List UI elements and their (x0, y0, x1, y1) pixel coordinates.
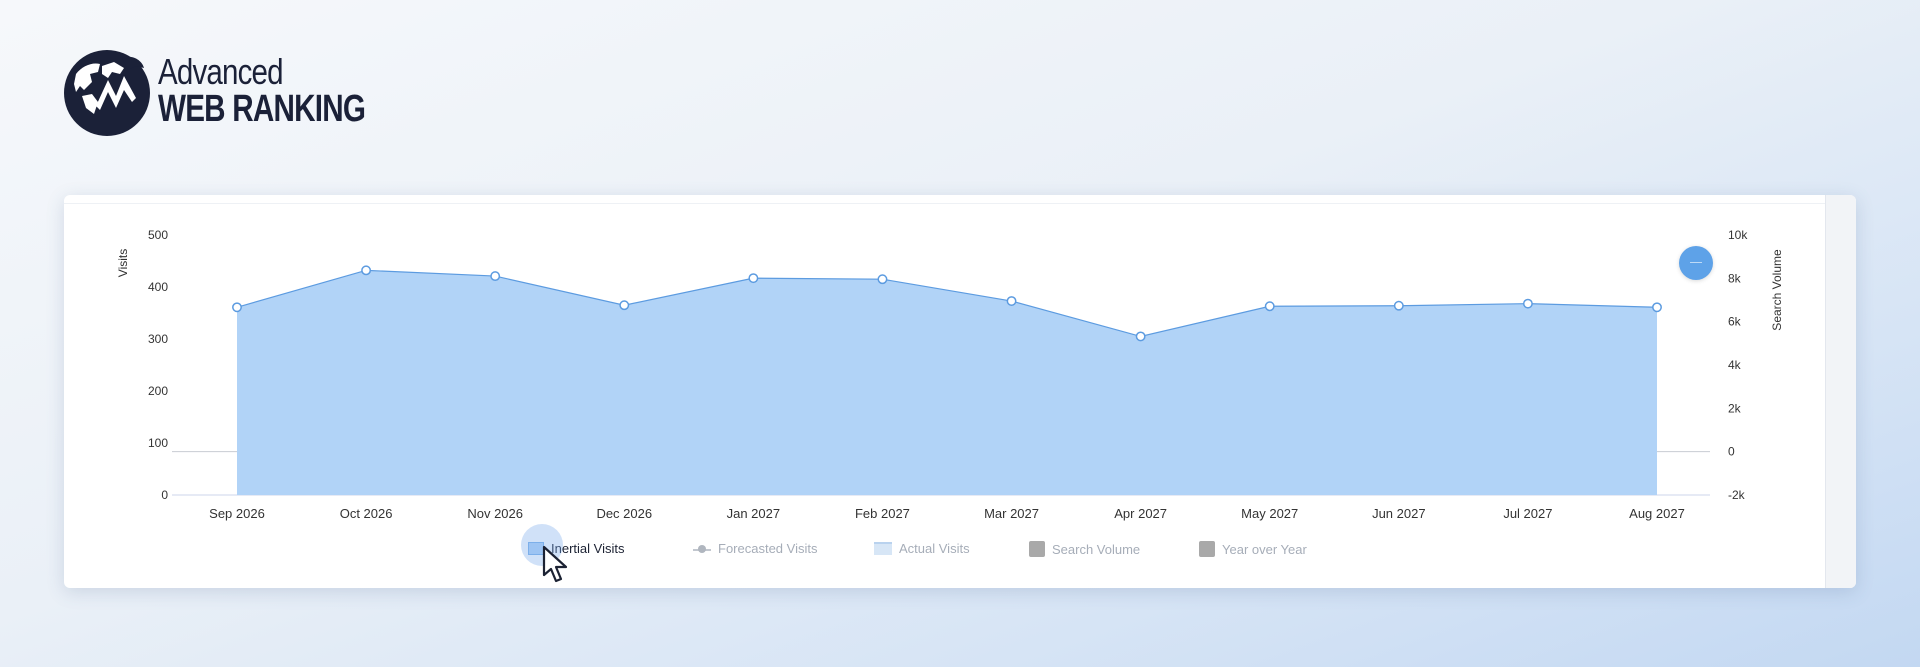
x-tick-label: Nov 2026 (467, 506, 523, 521)
brand-line-2: WEB RANKING (158, 88, 366, 130)
y-tick-label-left: 300 (148, 332, 168, 346)
chart-card: 0 100 200 300 400 500 -2k 0 2k 4k 6k 8k 10k Sep 202… (64, 195, 1856, 588)
x-tick-label: Jul 2027 (1503, 506, 1552, 521)
legend-label: Actual Visits (899, 541, 970, 556)
gray-square-icon (1199, 541, 1215, 557)
card-top-divider (64, 203, 1826, 204)
y-axis-title-right: Search Volume (1770, 249, 1784, 331)
x-tick-label: May 2027 (1241, 506, 1298, 521)
x-tick-label: Oct 2026 (340, 506, 393, 521)
data-point (1652, 302, 1662, 313)
brand-line-1: Advanced (158, 51, 284, 92)
area-light-swatch-icon (874, 542, 892, 555)
left-axis: 0 100 200 300 400 500 (148, 228, 168, 502)
data-point (232, 302, 242, 313)
legend-label: Search Volume (1052, 541, 1141, 557)
data-point (490, 271, 501, 282)
data-point (1135, 331, 1146, 342)
chart-legend: Inertial Visits Forecasted Visits Actual… (64, 541, 1856, 565)
data-point (748, 273, 759, 284)
legend-item-search-volume[interactable]: Search Volume (1029, 541, 1140, 557)
x-tick-label: Aug 2027 (1629, 506, 1685, 521)
x-tick-label: Sep 2026 (209, 506, 265, 521)
x-tick-label: Jun 2027 (1372, 506, 1426, 521)
x-axis: Sep 2026 Oct 2026 Nov 2026 Dec 2026 Jan 2027… (209, 506, 1685, 521)
data-point (1006, 296, 1017, 306)
data-point (361, 265, 372, 276)
data-point (1264, 301, 1275, 312)
y-tick-label-right: 6k (1728, 315, 1742, 329)
y-tick-label-left: 500 (148, 228, 168, 242)
gray-square-icon (1029, 541, 1045, 557)
x-tick-label: Mar 2027 (984, 506, 1039, 521)
x-tick-label: Dec 2026 (596, 506, 652, 521)
y-tick-label-right: 4k (1728, 358, 1742, 372)
legend-label: Forecasted Visits (718, 541, 818, 556)
y-tick-label-left: 0 (161, 488, 168, 502)
brand-logo: Advanced WEB RANKING (62, 46, 424, 136)
globe-icon (64, 50, 150, 136)
y-tick-label-left: 100 (148, 436, 168, 450)
y-tick-label-left: 400 (148, 280, 168, 294)
line-marker-icon (693, 543, 711, 555)
mouse-cursor-icon (542, 545, 568, 583)
legend-item-inertial-visits[interactable]: Inertial Visits (528, 541, 624, 556)
legend-item-actual-visits[interactable]: Actual Visits (874, 541, 970, 556)
brand-wordmark: Advanced WEB RANKING (158, 51, 424, 130)
y-tick-label-right: 0 (1728, 445, 1735, 459)
legend-item-year-over-year[interactable]: Year over Year (1199, 541, 1307, 557)
series-points (232, 265, 1662, 342)
y-tick-label-right: 10k (1728, 228, 1748, 242)
data-point (1393, 300, 1404, 311)
x-tick-label: Apr 2027 (1114, 506, 1167, 521)
legend-label: Year over Year (1222, 541, 1307, 557)
chart-action-button[interactable] (1679, 246, 1713, 280)
y-axis-title-left: Visits (116, 249, 130, 277)
y-tick-label-right: 8k (1728, 271, 1742, 285)
card-scrollbar[interactable] (1825, 195, 1856, 588)
forecast-chart: 0 100 200 300 400 500 -2k 0 2k 4k 6k 8k 10k Sep 202… (116, 228, 1784, 521)
y-tick-label-right: -2k (1728, 488, 1746, 502)
x-tick-label: Feb 2027 (855, 506, 910, 521)
legend-label: Inertial Visits (551, 541, 625, 556)
x-tick-label: Jan 2027 (727, 506, 781, 521)
data-point (877, 274, 888, 285)
data-point (619, 300, 630, 311)
y-tick-label-left: 200 (148, 384, 168, 398)
y-tick-label-right: 2k (1728, 401, 1742, 415)
series-area (172, 269, 1710, 496)
series-area-fill (237, 270, 1657, 495)
data-point (1522, 298, 1533, 309)
legend-item-forecasted-visits[interactable]: Forecasted Visits (693, 541, 817, 556)
series-line (236, 269, 1658, 338)
